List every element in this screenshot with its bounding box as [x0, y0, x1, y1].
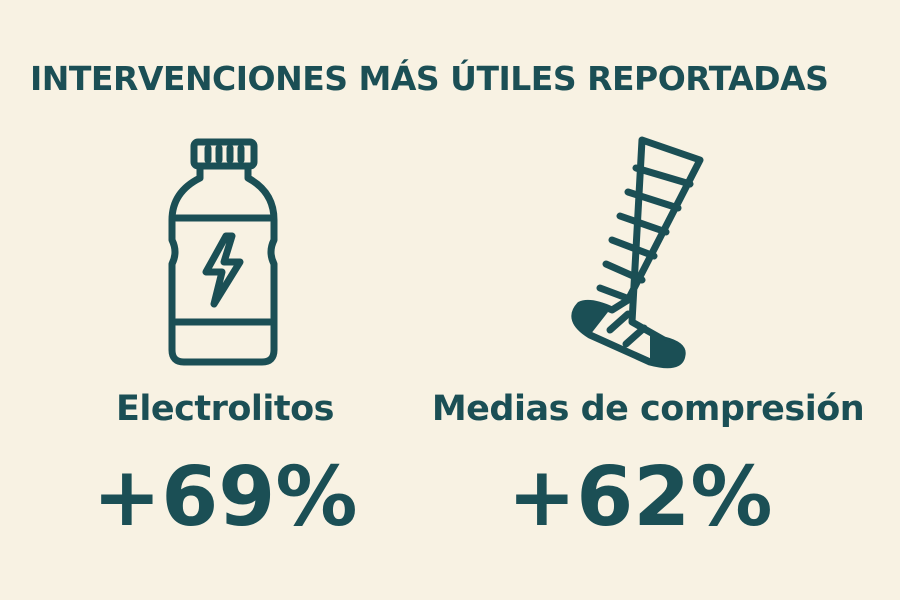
title: INTERVENCIONES MÁS ÚTILES REPORTADAS: [30, 58, 828, 98]
item-value: +69%: [93, 450, 358, 545]
sock-toe: [650, 333, 683, 365]
item-value: +62%: [508, 450, 773, 545]
item-label: Medias de compresión: [432, 389, 864, 429]
item-label: Electrolitos: [116, 389, 334, 429]
sock-icon: [571, 136, 704, 369]
sock-heel: [574, 303, 608, 335]
bottle-icon: [168, 138, 278, 366]
